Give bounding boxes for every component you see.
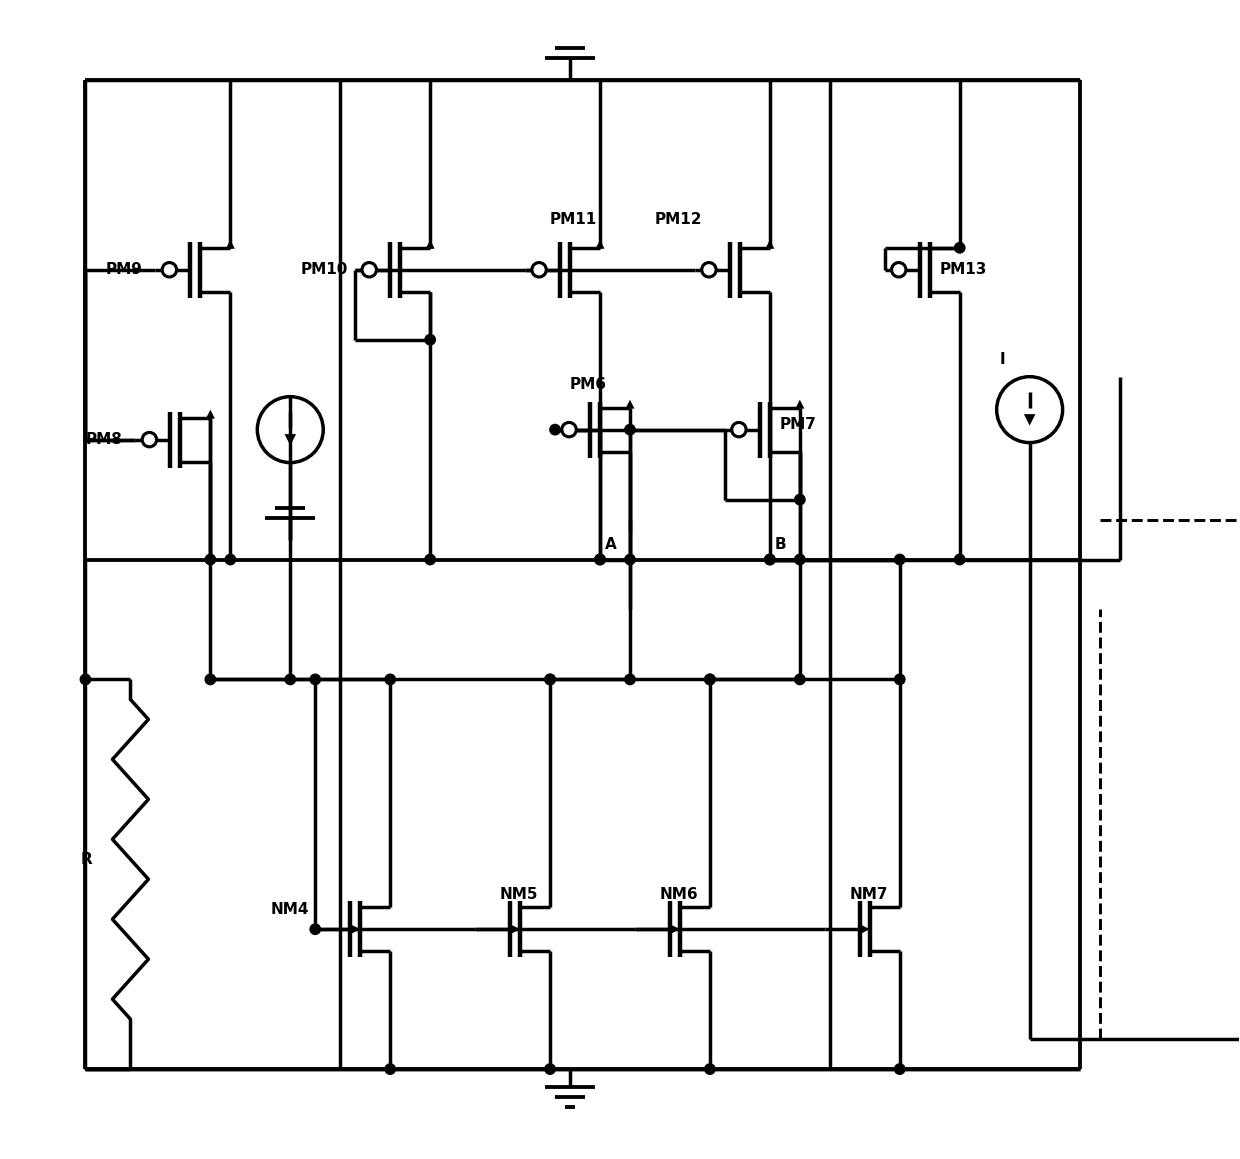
Circle shape — [704, 1064, 715, 1074]
Polygon shape — [595, 240, 605, 249]
Text: PM10: PM10 — [300, 262, 347, 277]
Text: A: A — [605, 537, 616, 552]
Circle shape — [625, 675, 635, 685]
Polygon shape — [671, 925, 680, 934]
Text: B: B — [775, 537, 786, 552]
Circle shape — [162, 263, 176, 277]
Circle shape — [765, 554, 775, 564]
Circle shape — [894, 1064, 905, 1074]
Circle shape — [81, 675, 91, 685]
Polygon shape — [625, 400, 635, 409]
Circle shape — [226, 554, 236, 564]
Circle shape — [795, 495, 805, 505]
Text: R: R — [81, 852, 92, 867]
Circle shape — [384, 675, 396, 685]
Circle shape — [795, 554, 805, 564]
Text: NM5: NM5 — [500, 887, 538, 902]
Text: PM11: PM11 — [551, 212, 598, 227]
Circle shape — [732, 422, 746, 437]
Circle shape — [795, 675, 805, 685]
Polygon shape — [351, 925, 361, 934]
Polygon shape — [226, 240, 234, 249]
Text: NM4: NM4 — [270, 902, 309, 917]
Polygon shape — [861, 925, 869, 934]
Circle shape — [894, 554, 905, 564]
Circle shape — [549, 424, 560, 435]
Circle shape — [544, 675, 556, 685]
Text: PM13: PM13 — [940, 262, 987, 277]
Circle shape — [425, 335, 435, 345]
Circle shape — [532, 263, 547, 277]
Circle shape — [765, 554, 775, 564]
Polygon shape — [955, 240, 965, 249]
Circle shape — [205, 675, 216, 685]
Circle shape — [205, 554, 216, 564]
Text: PM7: PM7 — [780, 417, 817, 432]
Circle shape — [310, 675, 320, 685]
Polygon shape — [1024, 414, 1035, 425]
Circle shape — [955, 242, 965, 253]
Text: NM6: NM6 — [660, 887, 698, 902]
Polygon shape — [425, 240, 435, 249]
Circle shape — [892, 263, 906, 277]
Circle shape — [704, 675, 715, 685]
Circle shape — [955, 554, 965, 564]
Circle shape — [625, 554, 635, 564]
Text: PM9: PM9 — [105, 262, 143, 277]
Circle shape — [894, 675, 905, 685]
Circle shape — [285, 675, 295, 685]
Circle shape — [544, 1064, 556, 1074]
Circle shape — [595, 554, 605, 564]
Circle shape — [310, 924, 320, 934]
Text: NM7: NM7 — [849, 887, 888, 902]
Polygon shape — [284, 435, 296, 445]
Circle shape — [544, 675, 556, 685]
Polygon shape — [765, 240, 774, 249]
Text: PM6: PM6 — [570, 377, 608, 392]
Polygon shape — [795, 400, 805, 409]
Circle shape — [595, 554, 605, 564]
Circle shape — [362, 263, 377, 277]
Circle shape — [384, 1064, 396, 1074]
Circle shape — [704, 675, 715, 685]
Circle shape — [143, 432, 156, 447]
Circle shape — [702, 263, 717, 277]
Polygon shape — [511, 925, 520, 934]
Circle shape — [562, 422, 577, 437]
Text: PM8: PM8 — [86, 432, 123, 447]
Circle shape — [425, 554, 435, 564]
Circle shape — [625, 424, 635, 435]
Text: I: I — [999, 352, 1006, 367]
Polygon shape — [206, 409, 215, 418]
Text: PM12: PM12 — [655, 212, 703, 227]
